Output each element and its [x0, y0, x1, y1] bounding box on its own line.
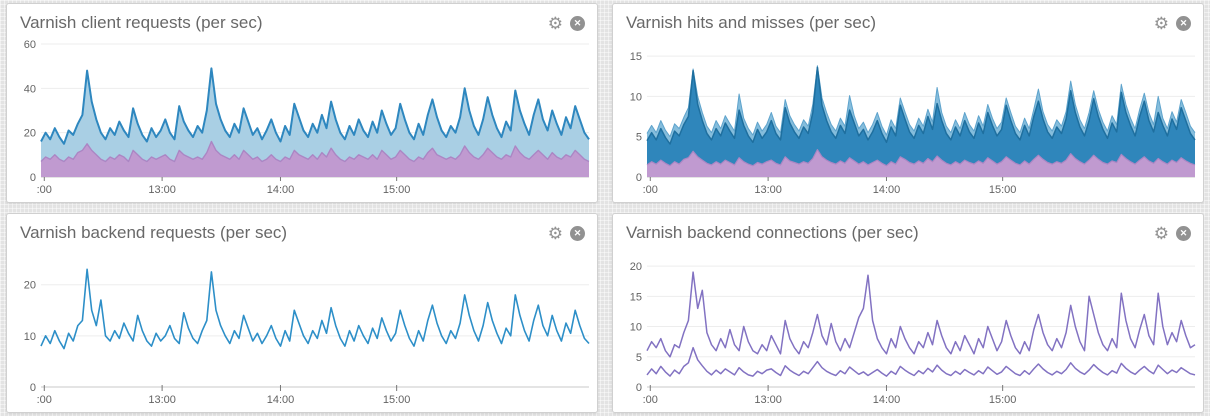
chart-canvas-backend-connections[interactable]: 0 5 10 15 20 :00 13:00 14:00 15:00 — [613, 246, 1201, 412]
panel-actions: ⚙ ✕ — [547, 223, 585, 243]
svg-text:20: 20 — [630, 261, 642, 273]
svg-text:40: 40 — [24, 83, 36, 95]
svg-text:14:00: 14:00 — [873, 394, 901, 406]
panel-actions: ⚙ ✕ — [547, 13, 585, 33]
svg-text:10: 10 — [630, 322, 642, 334]
svg-text:0: 0 — [636, 172, 642, 184]
gear-icon[interactable]: ⚙ — [1153, 223, 1169, 243]
svg-text::00: :00 — [643, 184, 658, 196]
svg-text:15:00: 15:00 — [383, 394, 411, 406]
svg-text:10: 10 — [630, 91, 642, 103]
close-icon[interactable]: ✕ — [570, 225, 585, 241]
svg-text:5: 5 — [636, 352, 642, 364]
panel-header: Varnish client requests (per sec) ⚙ ✕ — [7, 4, 597, 36]
svg-text:20: 20 — [24, 280, 36, 292]
svg-text:14:00: 14:00 — [873, 184, 901, 196]
gear-icon[interactable]: ⚙ — [547, 223, 563, 243]
svg-text:0: 0 — [30, 172, 36, 184]
svg-text:10: 10 — [24, 331, 36, 343]
svg-text:0: 0 — [30, 382, 36, 394]
panel-varnish-backend-requests: Varnish backend requests (per sec) ⚙ ✕ 0… — [6, 213, 598, 413]
panel-title: Varnish backend connections (per sec) — [626, 223, 919, 242]
svg-text:14:00: 14:00 — [267, 184, 295, 196]
svg-text:20: 20 — [24, 128, 36, 140]
svg-text:15: 15 — [630, 51, 642, 63]
panel-title: Varnish client requests (per sec) — [20, 13, 263, 32]
panel-varnish-hits-misses: Varnish hits and misses (per sec) ⚙ ✕ 0 5… — [612, 3, 1204, 203]
chart-canvas-client-requests[interactable]: 0 20 40 60 :00 13:00 14:00 15:00 — [7, 36, 595, 202]
svg-text:15:00: 15:00 — [989, 394, 1017, 406]
gear-icon[interactable]: ⚙ — [547, 13, 563, 33]
chart-canvas-backend-requests[interactable]: 0 10 20 :00 13:00 14:00 15:00 — [7, 246, 595, 412]
panel-varnish-client-requests: Varnish client requests (per sec) ⚙ ✕ 0 2… — [6, 3, 598, 203]
panel-title: Varnish hits and misses (per sec) — [626, 13, 877, 32]
close-icon[interactable]: ✕ — [570, 15, 585, 31]
close-icon[interactable]: ✕ — [1176, 225, 1191, 241]
svg-text:13:00: 13:00 — [148, 184, 176, 196]
svg-text:15:00: 15:00 — [989, 184, 1017, 196]
svg-text:13:00: 13:00 — [148, 394, 176, 406]
svg-text:13:00: 13:00 — [754, 394, 782, 406]
panel-header: Varnish backend connections (per sec) ⚙ … — [613, 214, 1203, 246]
svg-text:60: 60 — [24, 39, 36, 51]
panel-varnish-backend-connections: Varnish backend connections (per sec) ⚙ … — [612, 213, 1204, 413]
svg-text::00: :00 — [37, 394, 52, 406]
svg-text::00: :00 — [37, 184, 52, 196]
panel-title: Varnish backend requests (per sec) — [20, 223, 288, 242]
gear-icon[interactable]: ⚙ — [1153, 13, 1169, 33]
panel-header: Varnish hits and misses (per sec) ⚙ ✕ — [613, 4, 1203, 36]
svg-text:15: 15 — [630, 291, 642, 303]
panel-header: Varnish backend requests (per sec) ⚙ ✕ — [7, 214, 597, 246]
svg-text::00: :00 — [643, 394, 658, 406]
svg-text:5: 5 — [636, 132, 642, 144]
panel-actions: ⚙ ✕ — [1153, 13, 1191, 33]
close-icon[interactable]: ✕ — [1176, 15, 1191, 31]
svg-text:14:00: 14:00 — [267, 394, 295, 406]
svg-text:13:00: 13:00 — [754, 184, 782, 196]
svg-text:0: 0 — [636, 382, 642, 394]
svg-text:15:00: 15:00 — [383, 184, 411, 196]
panel-actions: ⚙ ✕ — [1153, 223, 1191, 243]
